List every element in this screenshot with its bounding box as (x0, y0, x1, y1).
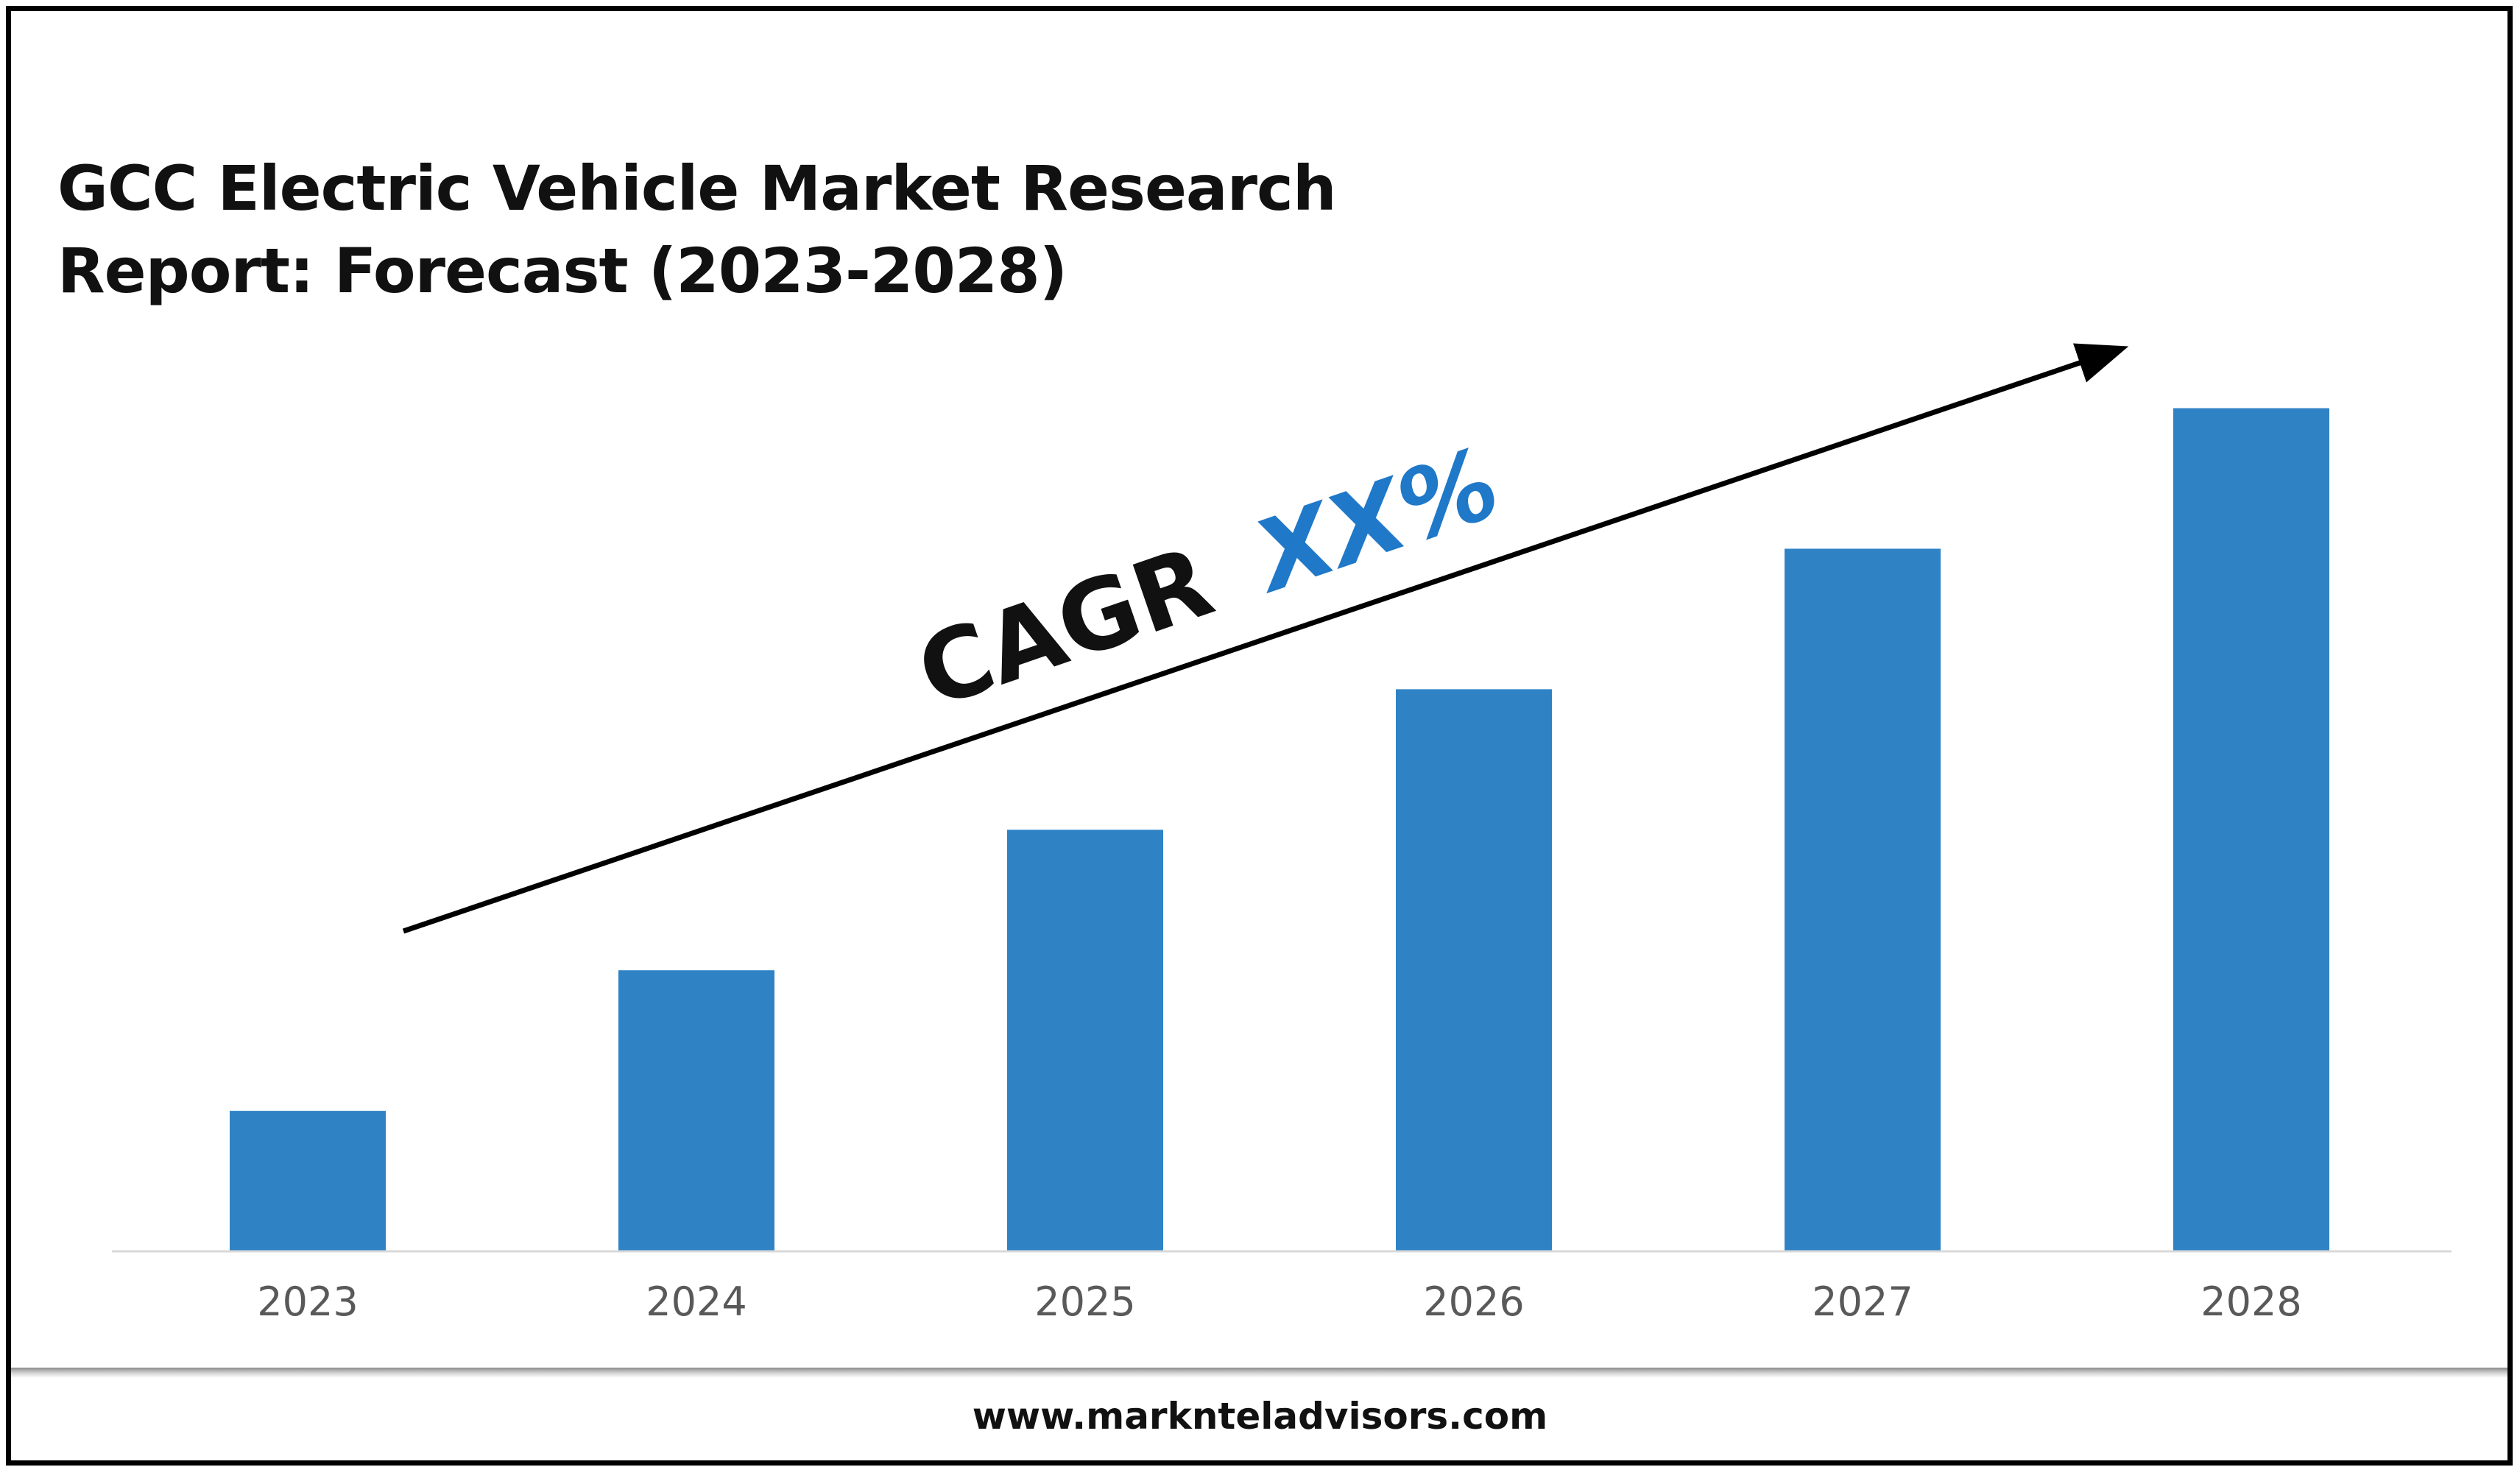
chart-title-line-2: Report: Forecast (2023-2028) (57, 235, 1067, 307)
chart-title-line-1: GCC Electric Vehicle Market Research (57, 152, 1337, 225)
footer-divider (11, 1368, 2507, 1378)
x-tick-label-2023: 2023 (257, 1279, 358, 1325)
bar-2026 (1396, 689, 1552, 1251)
x-tick-label-2028: 2028 (2200, 1279, 2301, 1325)
bar-2025 (1007, 830, 1163, 1251)
cagr-value: XX% (1237, 426, 1512, 615)
chart-frame (6, 6, 2513, 1466)
chart-title: GCC Electric Vehicle Market Research Rep… (57, 147, 1337, 312)
trend-arrow (402, 343, 2129, 934)
bars-group (230, 408, 2329, 1252)
bar-2023 (230, 1111, 386, 1251)
bar-2027 (1785, 548, 1941, 1251)
bar-2028 (2173, 408, 2329, 1252)
cagr-annotation: CAGR XX% (904, 426, 1512, 730)
x-tick-labels: 2023 2024 2025 2026 2027 2028 (257, 1279, 2301, 1325)
bar-2024 (618, 970, 774, 1251)
x-tick-label-2026: 2026 (1423, 1279, 1524, 1325)
x-tick-label-2027: 2027 (1812, 1279, 1913, 1325)
x-tick-label-2024: 2024 (646, 1279, 747, 1325)
cagr-label: CAGR (904, 525, 1226, 730)
footer-website: www.marknteladvisors.com (972, 1395, 1548, 1438)
x-tick-label-2025: 2025 (1034, 1279, 1135, 1325)
